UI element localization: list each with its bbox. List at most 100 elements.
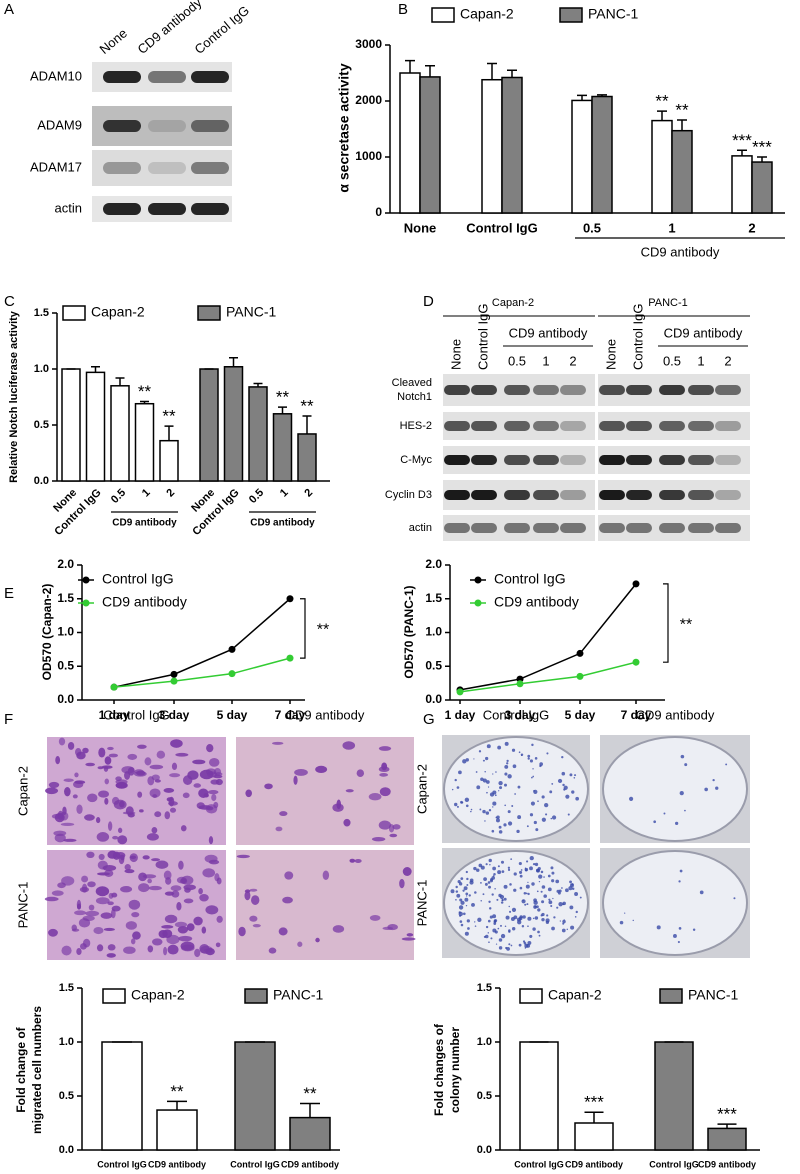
point xyxy=(632,658,640,666)
stained-cell xyxy=(85,762,96,767)
stained-cell xyxy=(349,858,356,863)
bar xyxy=(289,1116,331,1151)
colony xyxy=(541,795,545,799)
row-label: PANC-1 xyxy=(414,880,429,927)
y-tick-label: 2.0 xyxy=(57,557,74,571)
stained-cell xyxy=(74,772,79,778)
stained-cell xyxy=(203,793,209,798)
column-label: CD9 antibody xyxy=(286,707,365,722)
bar xyxy=(654,1041,694,1151)
stained-cell xyxy=(251,895,260,905)
bar xyxy=(399,72,421,214)
colony xyxy=(632,919,634,922)
stained-cell xyxy=(369,915,381,921)
colony xyxy=(570,925,575,930)
bar xyxy=(481,78,503,214)
colony xyxy=(482,778,487,783)
colony xyxy=(504,741,509,746)
colony xyxy=(487,786,490,788)
stained-cell xyxy=(137,791,143,798)
blot-band xyxy=(148,203,186,215)
stained-cell xyxy=(57,810,64,821)
colony xyxy=(511,805,514,808)
blot-band xyxy=(444,421,470,431)
colony xyxy=(507,866,511,869)
stained-cell xyxy=(199,894,209,902)
colony xyxy=(508,905,510,908)
colony xyxy=(486,791,488,794)
y-tick-label: 0.0 xyxy=(57,692,74,706)
colony xyxy=(466,884,469,886)
bar xyxy=(85,371,106,482)
colony xyxy=(527,754,531,758)
colony xyxy=(533,905,537,909)
colony xyxy=(548,900,553,905)
blot-band xyxy=(560,523,586,533)
colony xyxy=(475,771,478,773)
colony xyxy=(679,790,684,796)
stained-cell xyxy=(61,945,72,956)
x-tick-label: Control IgG xyxy=(466,220,538,235)
colony xyxy=(470,810,472,813)
colony xyxy=(517,815,522,820)
blot-band xyxy=(688,490,714,500)
blot-band xyxy=(148,71,186,83)
colony xyxy=(562,903,565,906)
blot-band xyxy=(599,455,625,465)
stained-cell xyxy=(155,860,169,869)
colony xyxy=(692,928,696,931)
colony xyxy=(519,886,523,890)
colony xyxy=(508,943,511,946)
blot-band xyxy=(444,490,470,500)
colony xyxy=(492,806,494,808)
stained-cell xyxy=(210,779,220,785)
blot-band xyxy=(471,455,497,465)
stained-cell xyxy=(81,883,88,893)
stained-cell xyxy=(164,811,171,820)
colony xyxy=(506,762,509,765)
significance: ** xyxy=(655,92,669,111)
stained-cell xyxy=(95,816,101,824)
legend-label: Control IgG xyxy=(102,571,174,587)
colony xyxy=(507,810,511,814)
legend-label: CD9 antibody xyxy=(494,594,579,610)
stained-cell xyxy=(81,875,89,883)
stained-cell xyxy=(169,807,177,813)
stained-cell xyxy=(72,794,78,799)
blot-band xyxy=(688,523,714,533)
error-bar xyxy=(737,149,747,156)
blot-band xyxy=(191,71,229,83)
colony xyxy=(518,861,522,866)
stained-cell xyxy=(107,901,114,906)
error-bar xyxy=(167,1100,187,1111)
colony xyxy=(575,910,578,914)
colony xyxy=(516,917,521,922)
colony xyxy=(552,897,554,900)
y-tick-label: 1.5 xyxy=(425,591,442,605)
colony xyxy=(541,817,546,822)
colony xyxy=(462,759,467,764)
colony xyxy=(567,813,570,816)
bar xyxy=(297,433,317,482)
blot-band xyxy=(533,455,559,465)
point xyxy=(170,677,178,685)
stained-cell xyxy=(178,935,193,942)
y-tick-label: 1.0 xyxy=(34,363,49,375)
colony xyxy=(529,759,533,763)
colony xyxy=(550,817,553,820)
row-label: Notch1 xyxy=(397,391,432,403)
colony xyxy=(488,808,492,812)
x-tick-label: CD9 antibody xyxy=(281,1159,339,1169)
stained-cell xyxy=(171,890,180,898)
colony xyxy=(562,919,566,924)
point xyxy=(516,680,524,688)
stained-cell xyxy=(315,937,320,943)
blot-band xyxy=(533,523,559,533)
blot-band xyxy=(103,120,141,132)
colony xyxy=(498,938,503,942)
stained-cell xyxy=(211,793,217,801)
colony xyxy=(466,919,470,923)
colony xyxy=(500,901,504,904)
stained-cell xyxy=(392,824,401,830)
colony xyxy=(663,812,666,815)
